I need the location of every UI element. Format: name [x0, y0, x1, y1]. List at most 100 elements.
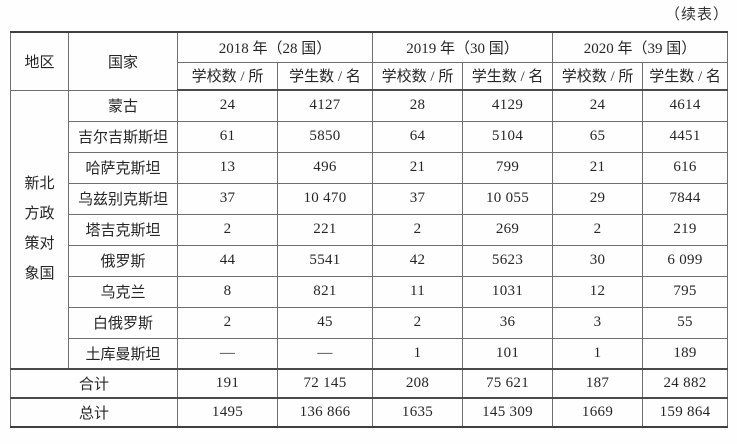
value-cell: 37 [177, 182, 278, 215]
value-cell: 221 [276, 213, 374, 246]
header-year-2019: 2019 年（30 国） [372, 31, 554, 63]
value-cell: 55 [642, 306, 729, 339]
table-row: 土库曼斯坦 — — 1 101 1 189 [11, 337, 729, 370]
value-cell: 12 [552, 275, 644, 308]
country-cell: 俄罗斯 [68, 244, 178, 277]
country-cell: 乌克兰 [68, 275, 178, 308]
country-cell: 白俄罗斯 [68, 306, 178, 339]
value-cell: 24 882 [642, 368, 729, 399]
value-cell: 101 [462, 337, 554, 370]
country-cell: 哈萨克斯坦 [68, 151, 178, 184]
header-students-2020: 学生数 / 名 [642, 61, 729, 91]
value-cell: 4127 [276, 89, 374, 122]
value-cell: 6 099 [642, 244, 729, 277]
value-cell: 4451 [642, 120, 729, 153]
table-row: 吉尔吉斯斯坦 61 5850 64 5104 65 4451 [11, 120, 729, 153]
country-cell: 乌兹别克斯坦 [68, 182, 178, 215]
value-cell: 64 [372, 120, 464, 153]
value-cell: 2 [372, 306, 464, 339]
value-cell: 36 [462, 306, 554, 339]
value-cell: 1669 [552, 397, 644, 428]
value-cell: 1635 [372, 397, 464, 428]
header-year-2018: 2018 年（28 国） [176, 31, 374, 63]
value-cell: 795 [642, 275, 729, 308]
data-table: 地区 国家 2018 年（28 国） 2019 年（30 国） 2020 年（3… [10, 31, 729, 428]
value-cell: 45 [276, 306, 374, 339]
value-cell: 187 [552, 368, 644, 399]
value-cell: 8 [177, 275, 278, 308]
header-schools-2019: 学校数 / 所 [372, 61, 464, 91]
value-cell: 10 055 [462, 182, 554, 215]
value-cell: 2 [372, 213, 464, 246]
value-cell: 1495 [177, 397, 278, 428]
value-cell: 2 [177, 213, 278, 246]
region-label-line: 新北 [24, 176, 55, 193]
value-cell: 189 [642, 337, 729, 370]
value-cell: 1 [372, 337, 464, 370]
table-row: 白俄罗斯 2 45 2 36 3 55 [11, 306, 729, 339]
value-cell: 799 [462, 151, 554, 184]
value-cell: 44 [177, 244, 278, 277]
value-cell: 2 [177, 306, 278, 339]
value-cell: 4129 [462, 89, 554, 122]
table-row: 新北 方政 策对 象国 蒙古 24 4127 28 4129 24 4614 [10, 89, 729, 370]
value-cell: 10 470 [276, 182, 374, 215]
value-cell: 21 [372, 151, 464, 184]
table-row: 哈萨克斯坦 13 496 21 799 21 616 [11, 151, 729, 184]
header-row-years: 地区 国家 2018 年（28 国） 2019 年（30 国） 2020 年（3… [10, 31, 729, 91]
value-cell: 219 [642, 213, 729, 246]
value-cell: 1 [552, 337, 644, 370]
value-cell: 159 864 [642, 397, 729, 428]
value-cell: 29 [552, 182, 644, 215]
header-row-measures: 学校数 / 所 学生数 / 名 学校数 / 所 学生数 / 名 学校数 / 所 … [11, 61, 729, 91]
value-cell: 28 [372, 89, 464, 122]
value-cell: 21 [552, 151, 644, 184]
value-cell: 191 [177, 368, 278, 399]
value-cell: 821 [276, 275, 374, 308]
value-cell: 24 [552, 89, 644, 122]
grand-total-row: 总计 1495 136 866 1635 145 309 1669 159 86… [10, 397, 729, 428]
value-cell: 11 [372, 275, 464, 308]
value-cell: 208 [372, 368, 464, 399]
grand-total-label: 总计 [10, 397, 178, 428]
value-cell: — [177, 337, 278, 370]
value-cell: 5541 [276, 244, 374, 277]
value-cell: 5850 [276, 120, 374, 153]
value-cell: 2 [552, 213, 644, 246]
header-schools-2018: 学校数 / 所 [177, 61, 278, 91]
table-row: 塔吉克斯坦 2 221 2 269 2 219 [11, 213, 729, 246]
value-cell: — [276, 337, 374, 370]
country-cell: 土库曼斯坦 [68, 337, 178, 370]
value-cell: 145 309 [462, 397, 554, 428]
header-country: 国家 [68, 31, 178, 91]
country-cell: 吉尔吉斯斯坦 [68, 120, 178, 153]
value-cell: 496 [276, 151, 374, 184]
country-cell: 蒙古 [68, 89, 178, 122]
continued-table-note: （续表） [664, 7, 729, 23]
value-cell: 75 621 [462, 368, 554, 399]
table-row: 乌兹别克斯坦 37 10 470 37 10 055 29 7844 [11, 182, 729, 215]
value-cell: 61 [177, 120, 278, 153]
subtotal-row: 合计 191 72 145 208 75 621 187 24 882 [10, 368, 729, 399]
value-cell: 65 [552, 120, 644, 153]
value-cell: 1031 [462, 275, 554, 308]
value-cell: 7844 [642, 182, 729, 215]
region-label-line: 方政 [24, 206, 55, 223]
region-label-cell: 新北 方政 策对 象国 [10, 89, 69, 370]
header-region: 地区 [10, 31, 69, 91]
value-cell: 269 [462, 213, 554, 246]
value-cell: 72 145 [276, 368, 374, 399]
header-students-2019: 学生数 / 名 [462, 61, 554, 91]
value-cell: 5623 [462, 244, 554, 277]
table-row: 俄罗斯 44 5541 42 5623 30 6 099 [11, 244, 729, 277]
region-label-line: 策对 [24, 236, 55, 253]
value-cell: 42 [372, 244, 464, 277]
value-cell: 13 [177, 151, 278, 184]
subtotal-label: 合计 [10, 368, 178, 399]
value-cell: 616 [642, 151, 729, 184]
header-schools-2020: 学校数 / 所 [552, 61, 644, 91]
value-cell: 5104 [462, 120, 554, 153]
header-year-2020: 2020 年（39 国） [552, 31, 729, 63]
value-cell: 37 [372, 182, 464, 215]
header-students-2018: 学生数 / 名 [276, 61, 374, 91]
